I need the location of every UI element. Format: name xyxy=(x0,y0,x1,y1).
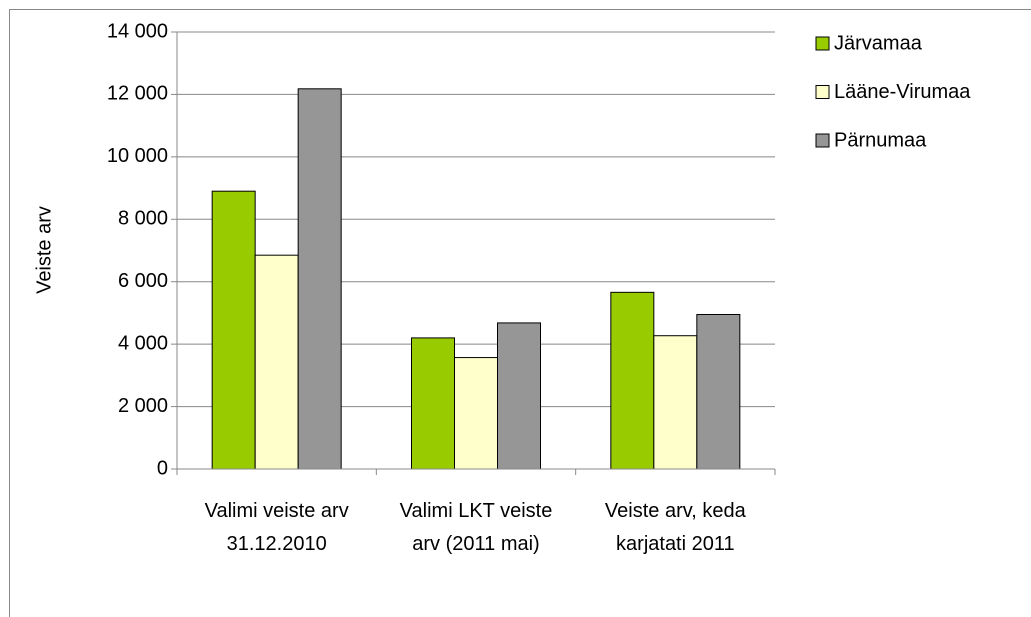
x-tick-label: Valimi veiste arv 31.12.2010 xyxy=(204,500,349,555)
x-tick-label: Valimi LKT veiste arv (2011 mai) xyxy=(399,500,553,555)
legend-label: Järvamaa xyxy=(834,32,923,54)
y-tick-label: 0 xyxy=(157,457,168,479)
bar xyxy=(211,190,256,470)
y-tick-label: 10 000 xyxy=(107,145,168,167)
legend-label: Lääne-Virumaa xyxy=(834,81,971,103)
y-tick-label: 14 000 xyxy=(107,20,168,42)
bar xyxy=(696,313,741,470)
legend-swatch xyxy=(815,133,830,148)
legend-swatch xyxy=(815,85,830,99)
legend-swatch xyxy=(815,36,830,51)
y-tick-label: 2 000 xyxy=(118,395,168,417)
x-tick-label: Veiste arv, keda karjatati 2011 xyxy=(604,500,746,555)
bar xyxy=(454,357,498,470)
bar xyxy=(610,291,655,470)
chart-border xyxy=(9,9,1031,617)
bar xyxy=(297,88,342,470)
bar xyxy=(653,335,698,470)
legend-label: Pärnumaa xyxy=(834,129,927,151)
y-tick-label: 12 000 xyxy=(107,83,168,105)
y-tick-label: 8 000 xyxy=(118,208,168,230)
bar xyxy=(497,322,541,470)
y-tick-label: 4 000 xyxy=(118,332,168,354)
y-tick-label: 6 000 xyxy=(118,270,168,292)
bar xyxy=(411,337,455,470)
bar xyxy=(254,254,299,470)
y-axis-label: Veiste arv xyxy=(33,206,55,294)
